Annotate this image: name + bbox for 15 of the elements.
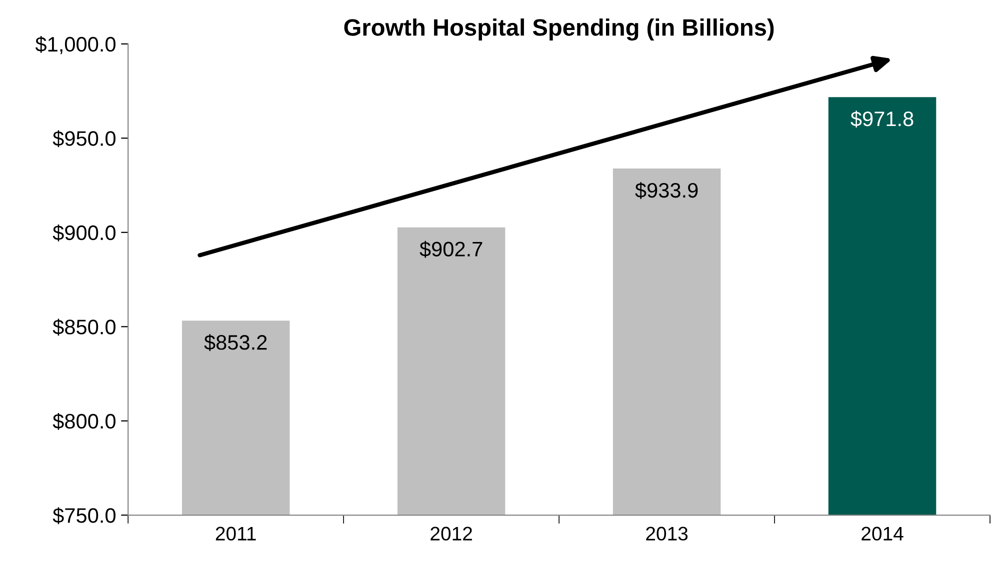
data-label: $853.2 (204, 334, 267, 352)
chart-title: Growth Hospital Spending (in Billions) (344, 18, 774, 41)
y-tick-label: $1,000.0 (35, 36, 116, 54)
y-tick-label: $950.0 (52, 130, 116, 148)
x-tick-label: 2012 (430, 526, 472, 541)
data-label: $933.9 (635, 182, 698, 199)
y-tick-label: $800.0 (52, 413, 116, 430)
data-label: $902.7 (420, 240, 482, 258)
y-tick-label: $850.0 (52, 318, 116, 336)
y-tick-label: $750.0 (52, 507, 116, 524)
x-tick-label: 2014 (862, 526, 904, 541)
data-label: $971.8 (850, 110, 914, 128)
x-tick-label: 2011 (216, 526, 256, 541)
x-tick-label: 2013 (646, 526, 688, 541)
y-tick-label: $900.0 (52, 224, 116, 242)
